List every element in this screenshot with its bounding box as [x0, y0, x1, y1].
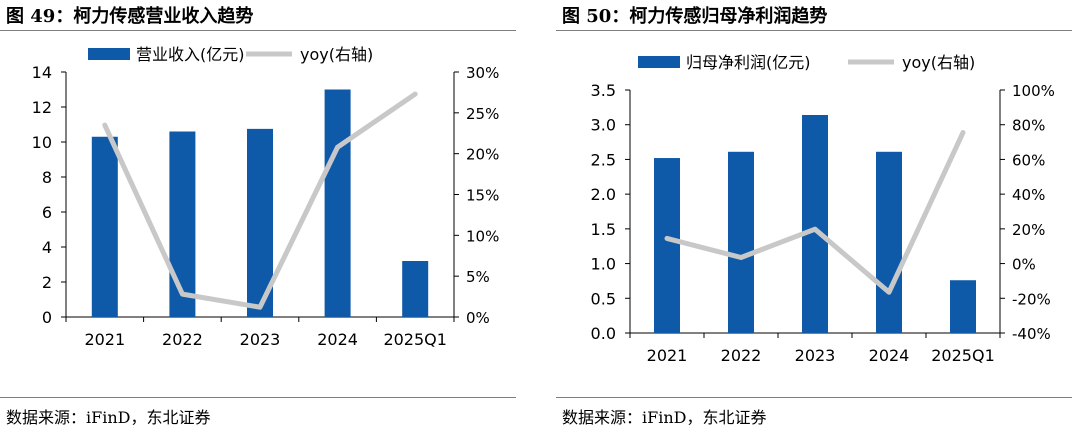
right-tick-label: -40%	[1012, 325, 1051, 343]
revenue-chart: 0 2 4 6 8 10 12 14 0% 5% 10% 15% 20% 25% 30% 2021 2022 20…	[32, 45, 500, 349]
left-tick-label: 14	[32, 63, 52, 82]
source-divider	[0, 397, 516, 398]
yoy-point	[103, 123, 107, 127]
yoy-point	[413, 92, 417, 96]
left-tick-label: 4	[42, 238, 52, 257]
x-tick-label: 2024	[869, 346, 910, 365]
bar	[324, 89, 351, 317]
right-tick-label: 10%	[466, 227, 499, 245]
left-tick-label: 6	[42, 203, 52, 222]
chart-panel-revenue: 图 49：柯力传感营业收入趋势 0 2 4 6 8 10 12 14 0% 5% 10% 15% 20%…	[0, 0, 516, 431]
x-tick-label: 2022	[721, 346, 762, 365]
legend-label-bar: 营业收入(亿元)	[136, 45, 245, 64]
left-tick-label: 2.0	[591, 185, 616, 204]
bar	[169, 131, 196, 317]
left-tick-label: 12	[32, 98, 52, 117]
right-tick-label: -20%	[1012, 290, 1051, 308]
bar	[876, 151, 902, 333]
left-tick-label: 0.5	[591, 289, 616, 308]
yoy-point	[739, 255, 743, 259]
legend-swatch-bar	[638, 56, 680, 68]
bar	[402, 261, 429, 317]
x-tick-label: 2025Q1	[931, 346, 995, 365]
left-tick-label: 3.5	[591, 81, 616, 100]
left-tick-label: 10	[32, 133, 52, 152]
bar	[654, 158, 680, 333]
left-tick-label: 2	[42, 273, 52, 292]
bar	[91, 136, 118, 317]
bar	[950, 280, 976, 333]
chart-title: 图 49：柯力传感营业收入趋势	[6, 6, 254, 27]
source-divider	[556, 397, 1072, 398]
right-tick-label: 30%	[466, 64, 499, 82]
right-tick-label: 80%	[1012, 117, 1045, 135]
left-tick-label: 3.0	[591, 116, 616, 135]
right-tick-label: 100%	[1012, 82, 1055, 100]
bar	[802, 114, 828, 333]
x-tick-label: 2023	[240, 330, 281, 349]
right-tick-label: 0%	[466, 309, 490, 327]
x-tick-label: 2023	[795, 346, 836, 365]
yoy-point	[336, 145, 340, 149]
title-divider	[0, 30, 516, 31]
left-tick-label: 2.5	[591, 150, 616, 169]
left-tick-label: 0	[42, 308, 52, 327]
yoy-point	[887, 290, 891, 294]
legend-label-line: yoy(右轴)	[300, 45, 373, 64]
right-tick-label: 15%	[466, 187, 499, 205]
left-tick-label: 1.5	[591, 220, 616, 239]
yoy-point	[258, 305, 262, 309]
left-tick-label: 8	[42, 168, 52, 187]
right-tick-label: 40%	[1012, 186, 1045, 204]
legend-label-line: yoy(右轴)	[902, 53, 975, 72]
right-tick-label: 25%	[466, 105, 499, 123]
left-tick-label: 0.0	[591, 324, 616, 343]
right-tick-label: 0%	[1012, 256, 1036, 274]
x-tick-label: 2024	[317, 330, 358, 349]
right-tick-label: 20%	[466, 146, 499, 164]
left-tick-label: 1.0	[591, 255, 616, 274]
title-divider	[556, 30, 1072, 31]
x-tick-label: 2021	[647, 346, 688, 365]
right-tick-label: 60%	[1012, 151, 1045, 169]
right-tick-label: 5%	[466, 268, 490, 286]
net-profit-chart: 0.0 0.5 1.0 1.5 2.0 2.5 3.0 3.5 -40% -20% 0% 20% 40%…	[591, 53, 1055, 365]
bar	[728, 151, 754, 333]
x-tick-label: 2021	[84, 330, 125, 349]
right-tick-label: 20%	[1012, 221, 1045, 239]
chart-title: 图 50：柯力传感归母净利润趋势	[562, 6, 828, 27]
source-note: 数据来源：iFinD，东北证券	[562, 408, 767, 427]
legend-swatch-bar	[88, 48, 130, 60]
x-tick-label: 2025Q1	[383, 330, 447, 349]
yoy-point	[961, 131, 965, 135]
source-note: 数据来源：iFinD，东北证券	[6, 408, 211, 427]
x-tick-label: 2022	[162, 330, 203, 349]
chart-panel-net-profit: 图 50：柯力传感归母净利润趋势 0.0 0.5 1.0 1.5 2.0 2.5 3.0 3.…	[556, 0, 1072, 431]
yoy-point	[180, 292, 184, 296]
legend-label-bar: 归母净利润(亿元)	[686, 53, 811, 72]
yoy-point	[665, 236, 669, 240]
yoy-point	[813, 227, 817, 231]
